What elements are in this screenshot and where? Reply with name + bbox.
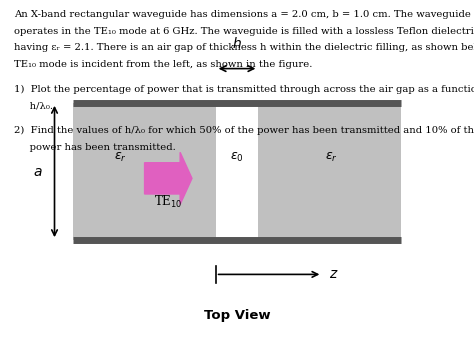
Text: $z$: $z$ bbox=[329, 268, 339, 281]
Text: $\varepsilon_r$: $\varepsilon_r$ bbox=[114, 151, 128, 164]
Text: $\varepsilon_0$: $\varepsilon_0$ bbox=[230, 151, 244, 164]
Text: TE₁₀ mode is incident from the left, as shown in the figure.: TE₁₀ mode is incident from the left, as … bbox=[14, 60, 312, 69]
FancyArrow shape bbox=[145, 152, 192, 204]
Text: h/λ₀.: h/λ₀. bbox=[14, 101, 53, 110]
Text: $h$: $h$ bbox=[232, 36, 242, 51]
Bar bbox=[73, 103, 216, 240]
Text: power has been transmitted.: power has been transmitted. bbox=[14, 143, 176, 152]
Text: 2)  Find the values of h/λ₀ for which 50% of the power has been transmitted and : 2) Find the values of h/λ₀ for which 50%… bbox=[14, 126, 474, 135]
Text: Top View: Top View bbox=[204, 309, 270, 322]
Text: $a$: $a$ bbox=[33, 165, 43, 178]
Text: TE$_{10}$: TE$_{10}$ bbox=[154, 194, 182, 210]
Text: $\varepsilon_r$: $\varepsilon_r$ bbox=[325, 151, 338, 164]
Text: An X-band rectangular waveguide has dimensions a = 2.0 cm, b = 1.0 cm. The waveg: An X-band rectangular waveguide has dime… bbox=[14, 10, 471, 19]
Bar bbox=[258, 103, 401, 240]
Bar bbox=[216, 103, 258, 240]
Text: operates in the TE₁₀ mode at 6 GHz. The waveguide is filled with a lossless Tefl: operates in the TE₁₀ mode at 6 GHz. The … bbox=[14, 27, 474, 36]
Text: having εᵣ = 2.1. There is an air gap of thickness h within the dielectric fillin: having εᵣ = 2.1. There is an air gap of … bbox=[14, 43, 474, 52]
Text: 1)  Plot the percentage of power that is transmitted through across the air gap : 1) Plot the percentage of power that is … bbox=[14, 85, 474, 94]
